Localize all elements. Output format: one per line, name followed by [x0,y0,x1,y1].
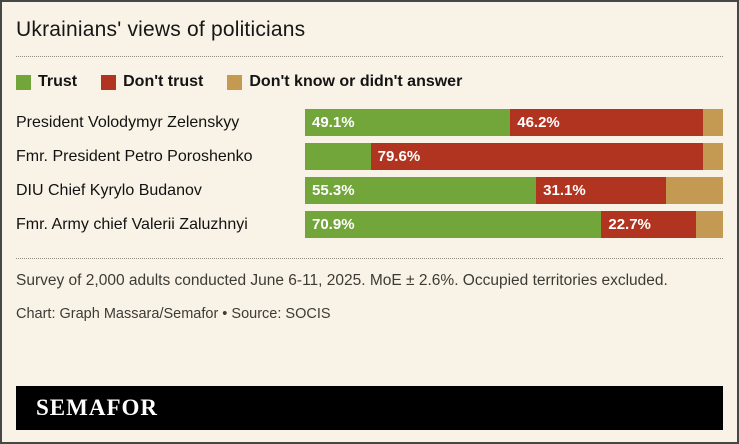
bar-segment [703,143,723,170]
bar-value-label: 79.6% [377,148,421,165]
category-label: Fmr. Army chief Valerii Zaluzhnyi [16,215,248,233]
category-label: President Volodymyr Zelenskyy [16,113,240,131]
bar-segment: 70.9% [305,211,602,238]
bar-segment [696,211,723,238]
bar-chart: President Volodymyr Zelenskyy 49.1% 46.2% F… [16,109,723,238]
semafor-logo: SEMAFOR [36,395,158,420]
legend-label: Don't trust [123,73,204,90]
legend-item: Trust [16,73,77,91]
bar-value-label: 55.3% [312,182,355,199]
bar-segment: 55.3% [305,177,537,204]
bar-segment: 22.7% [601,211,697,238]
semafor-banner: SEMAFOR [16,386,723,430]
legend-item: Don't trust [101,73,203,91]
bar-row: Fmr. Army chief Valerii Zaluzhnyi 70.9% 22… [16,211,723,238]
bar-track: 70.9% 22.7% [305,211,723,238]
chart-title: Ukrainians' views of politicians [16,18,306,41]
bar-segment [703,109,723,136]
bar-segment: 31.1% [536,177,667,204]
divider-top [16,56,723,57]
bar-row: President Volodymyr Zelenskyy 49.1% 46.2% [16,109,723,136]
legend: Trust Don't trust Don't know or didn't ans… [16,73,723,91]
legend-swatch [16,74,31,90]
bar-segment: 79.6% [370,143,704,170]
credit-line: Chart: Graph Massara/Semafor • Source: S… [16,305,331,322]
bar-segment: 49.1% [305,109,511,136]
category-label: Fmr. President Petro Poroshenko [16,147,253,165]
bar-value-label: 31.1% [543,182,586,199]
bar-row: Fmr. President Petro Poroshenko 79.6% [16,143,723,170]
bar-value-label: 22.7% [608,216,651,233]
bar-track: 55.3% 31.1% [305,177,723,204]
bar-track: 49.1% 46.2% [305,109,723,136]
bar-segment: 46.2% [510,109,704,136]
bar-segment [305,143,371,170]
survey-note: Survey of 2,000 adults conducted June 6-… [16,272,668,289]
bar-value-label: 49.1% [312,114,355,131]
divider-bottom [16,258,723,259]
bar-row: DIU Chief Kyrylo Budanov 55.3% 31.1% [16,177,723,204]
legend-item: Don't know or didn't answer [227,73,462,91]
legend-swatch [101,74,117,90]
legend-swatch [227,74,243,90]
legend-label: Don't know or didn't answer [249,73,463,90]
legend-label: Trust [38,73,78,90]
bar-segment [666,177,723,204]
category-label: DIU Chief Kyrylo Budanov [16,181,202,199]
bar-value-label: 70.9% [312,216,355,233]
bar-value-label: 46.2% [517,114,560,131]
bar-track: 79.6% [305,143,723,170]
